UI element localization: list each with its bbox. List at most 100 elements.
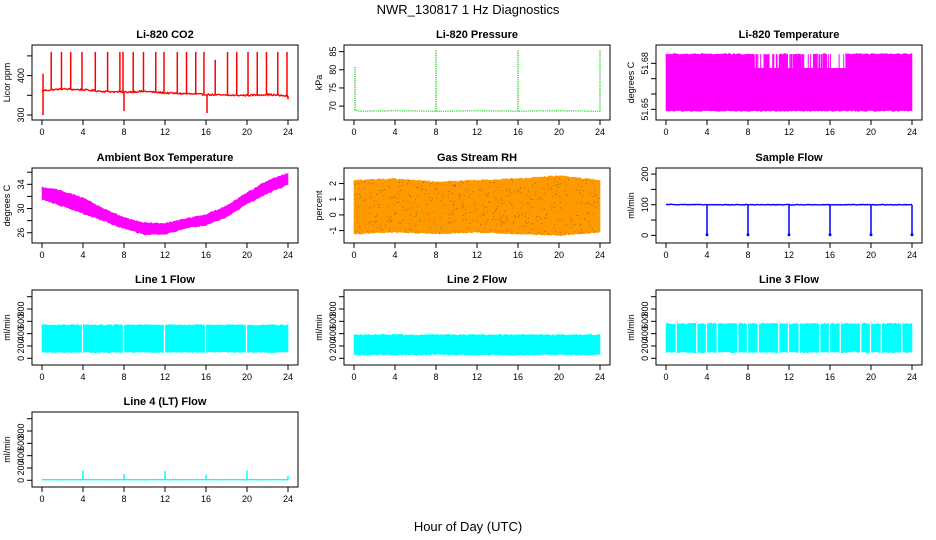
series-dot bbox=[527, 202, 529, 204]
x-tick-label: 0 bbox=[663, 250, 668, 260]
x-tick-label: 4 bbox=[392, 127, 397, 137]
series-dot bbox=[537, 199, 539, 200]
series-dot bbox=[485, 206, 487, 208]
series-dot bbox=[442, 197, 444, 199]
series-dot bbox=[492, 213, 494, 215]
series-dot bbox=[409, 223, 411, 225]
series-dot bbox=[402, 182, 404, 183]
x-tick-label: 0 bbox=[351, 250, 356, 260]
series-dot bbox=[423, 181, 425, 183]
series-dot bbox=[388, 217, 390, 218]
y-tick-label: 400 bbox=[328, 326, 338, 341]
series-dot bbox=[531, 223, 533, 225]
series-dot bbox=[394, 195, 396, 197]
series-dot bbox=[494, 229, 496, 231]
y-tick-label: 0 bbox=[640, 356, 650, 361]
series-dot bbox=[507, 230, 509, 232]
x-tick-label: 16 bbox=[825, 372, 835, 382]
series-dot bbox=[441, 226, 443, 228]
series-dot bbox=[565, 224, 567, 226]
series-dot bbox=[526, 222, 528, 224]
x-tick-label: 20 bbox=[866, 372, 876, 382]
y-tick-label: 1 bbox=[328, 197, 338, 202]
series-dot bbox=[379, 190, 381, 191]
series-dot bbox=[512, 207, 514, 209]
series-dot bbox=[500, 198, 502, 200]
x-tick-label: 20 bbox=[242, 372, 252, 382]
plot-area bbox=[41, 172, 289, 236]
series-dot bbox=[487, 195, 489, 197]
series-dot bbox=[461, 202, 463, 203]
series-dot bbox=[592, 182, 594, 184]
series-dot bbox=[373, 200, 375, 202]
series-dot bbox=[439, 232, 440, 234]
series-dot bbox=[566, 193, 568, 195]
series-dot bbox=[525, 221, 527, 223]
series-dot bbox=[544, 218, 546, 219]
series-dot bbox=[417, 187, 419, 188]
series-dot bbox=[361, 230, 362, 231]
y-tick-label: 0 bbox=[16, 356, 26, 361]
series-dot bbox=[477, 220, 478, 222]
series-dot bbox=[401, 185, 403, 187]
series-dot bbox=[421, 188, 423, 190]
y-tick-label: 600 bbox=[16, 314, 26, 329]
series-dot bbox=[406, 183, 408, 185]
series-dot bbox=[431, 198, 433, 200]
series-dot bbox=[414, 225, 415, 226]
series-dot bbox=[357, 198, 359, 200]
series-dot bbox=[436, 225, 438, 227]
series-dot bbox=[541, 223, 543, 224]
series-dot bbox=[443, 204, 445, 206]
series-dot bbox=[588, 213, 590, 215]
series-dot bbox=[518, 227, 520, 229]
series-dot bbox=[449, 182, 451, 184]
series-dot bbox=[525, 225, 527, 227]
y-axis-label: ml/min bbox=[314, 314, 324, 341]
x-tick-label: 4 bbox=[80, 250, 85, 260]
series-dot bbox=[427, 212, 428, 214]
series-dot bbox=[485, 193, 487, 194]
series-dot bbox=[381, 190, 383, 191]
series-dot bbox=[536, 216, 538, 218]
series-dot bbox=[387, 221, 389, 223]
series-dot bbox=[434, 219, 436, 221]
series-dot bbox=[586, 179, 588, 181]
series-dot bbox=[513, 215, 515, 217]
series-dot bbox=[383, 189, 385, 190]
series-dot bbox=[467, 181, 469, 182]
series-dot bbox=[501, 203, 502, 204]
plot-area bbox=[353, 333, 601, 356]
series-dot bbox=[508, 190, 510, 192]
x-tick-label: 24 bbox=[283, 250, 293, 260]
series-dot bbox=[514, 191, 516, 193]
series-dot bbox=[359, 196, 361, 198]
series-dot bbox=[449, 213, 451, 215]
series-dot bbox=[508, 194, 510, 196]
series-dot bbox=[462, 220, 464, 222]
x-tick-label: 16 bbox=[513, 372, 523, 382]
series-dot bbox=[596, 195, 597, 197]
x-tick-label: 8 bbox=[433, 250, 438, 260]
series-dot bbox=[572, 223, 574, 225]
series-dot bbox=[593, 200, 595, 202]
series-dot bbox=[468, 197, 470, 199]
series-dot bbox=[564, 181, 566, 183]
series-dot bbox=[449, 232, 450, 234]
series-dot bbox=[453, 200, 455, 202]
x-tick-label: 24 bbox=[907, 127, 917, 137]
series-dot bbox=[511, 233, 513, 235]
y-tick-label: 200 bbox=[16, 338, 26, 353]
series-point bbox=[910, 233, 914, 237]
series-dot bbox=[511, 204, 513, 205]
series-dot bbox=[569, 227, 571, 228]
series-dot bbox=[445, 213, 447, 214]
series-dot bbox=[508, 201, 510, 203]
series-dot bbox=[566, 202, 567, 204]
plot-frame bbox=[31, 44, 299, 121]
x-tick-label: 24 bbox=[907, 250, 917, 260]
series-dot bbox=[400, 222, 401, 224]
series-dot bbox=[389, 221, 391, 223]
